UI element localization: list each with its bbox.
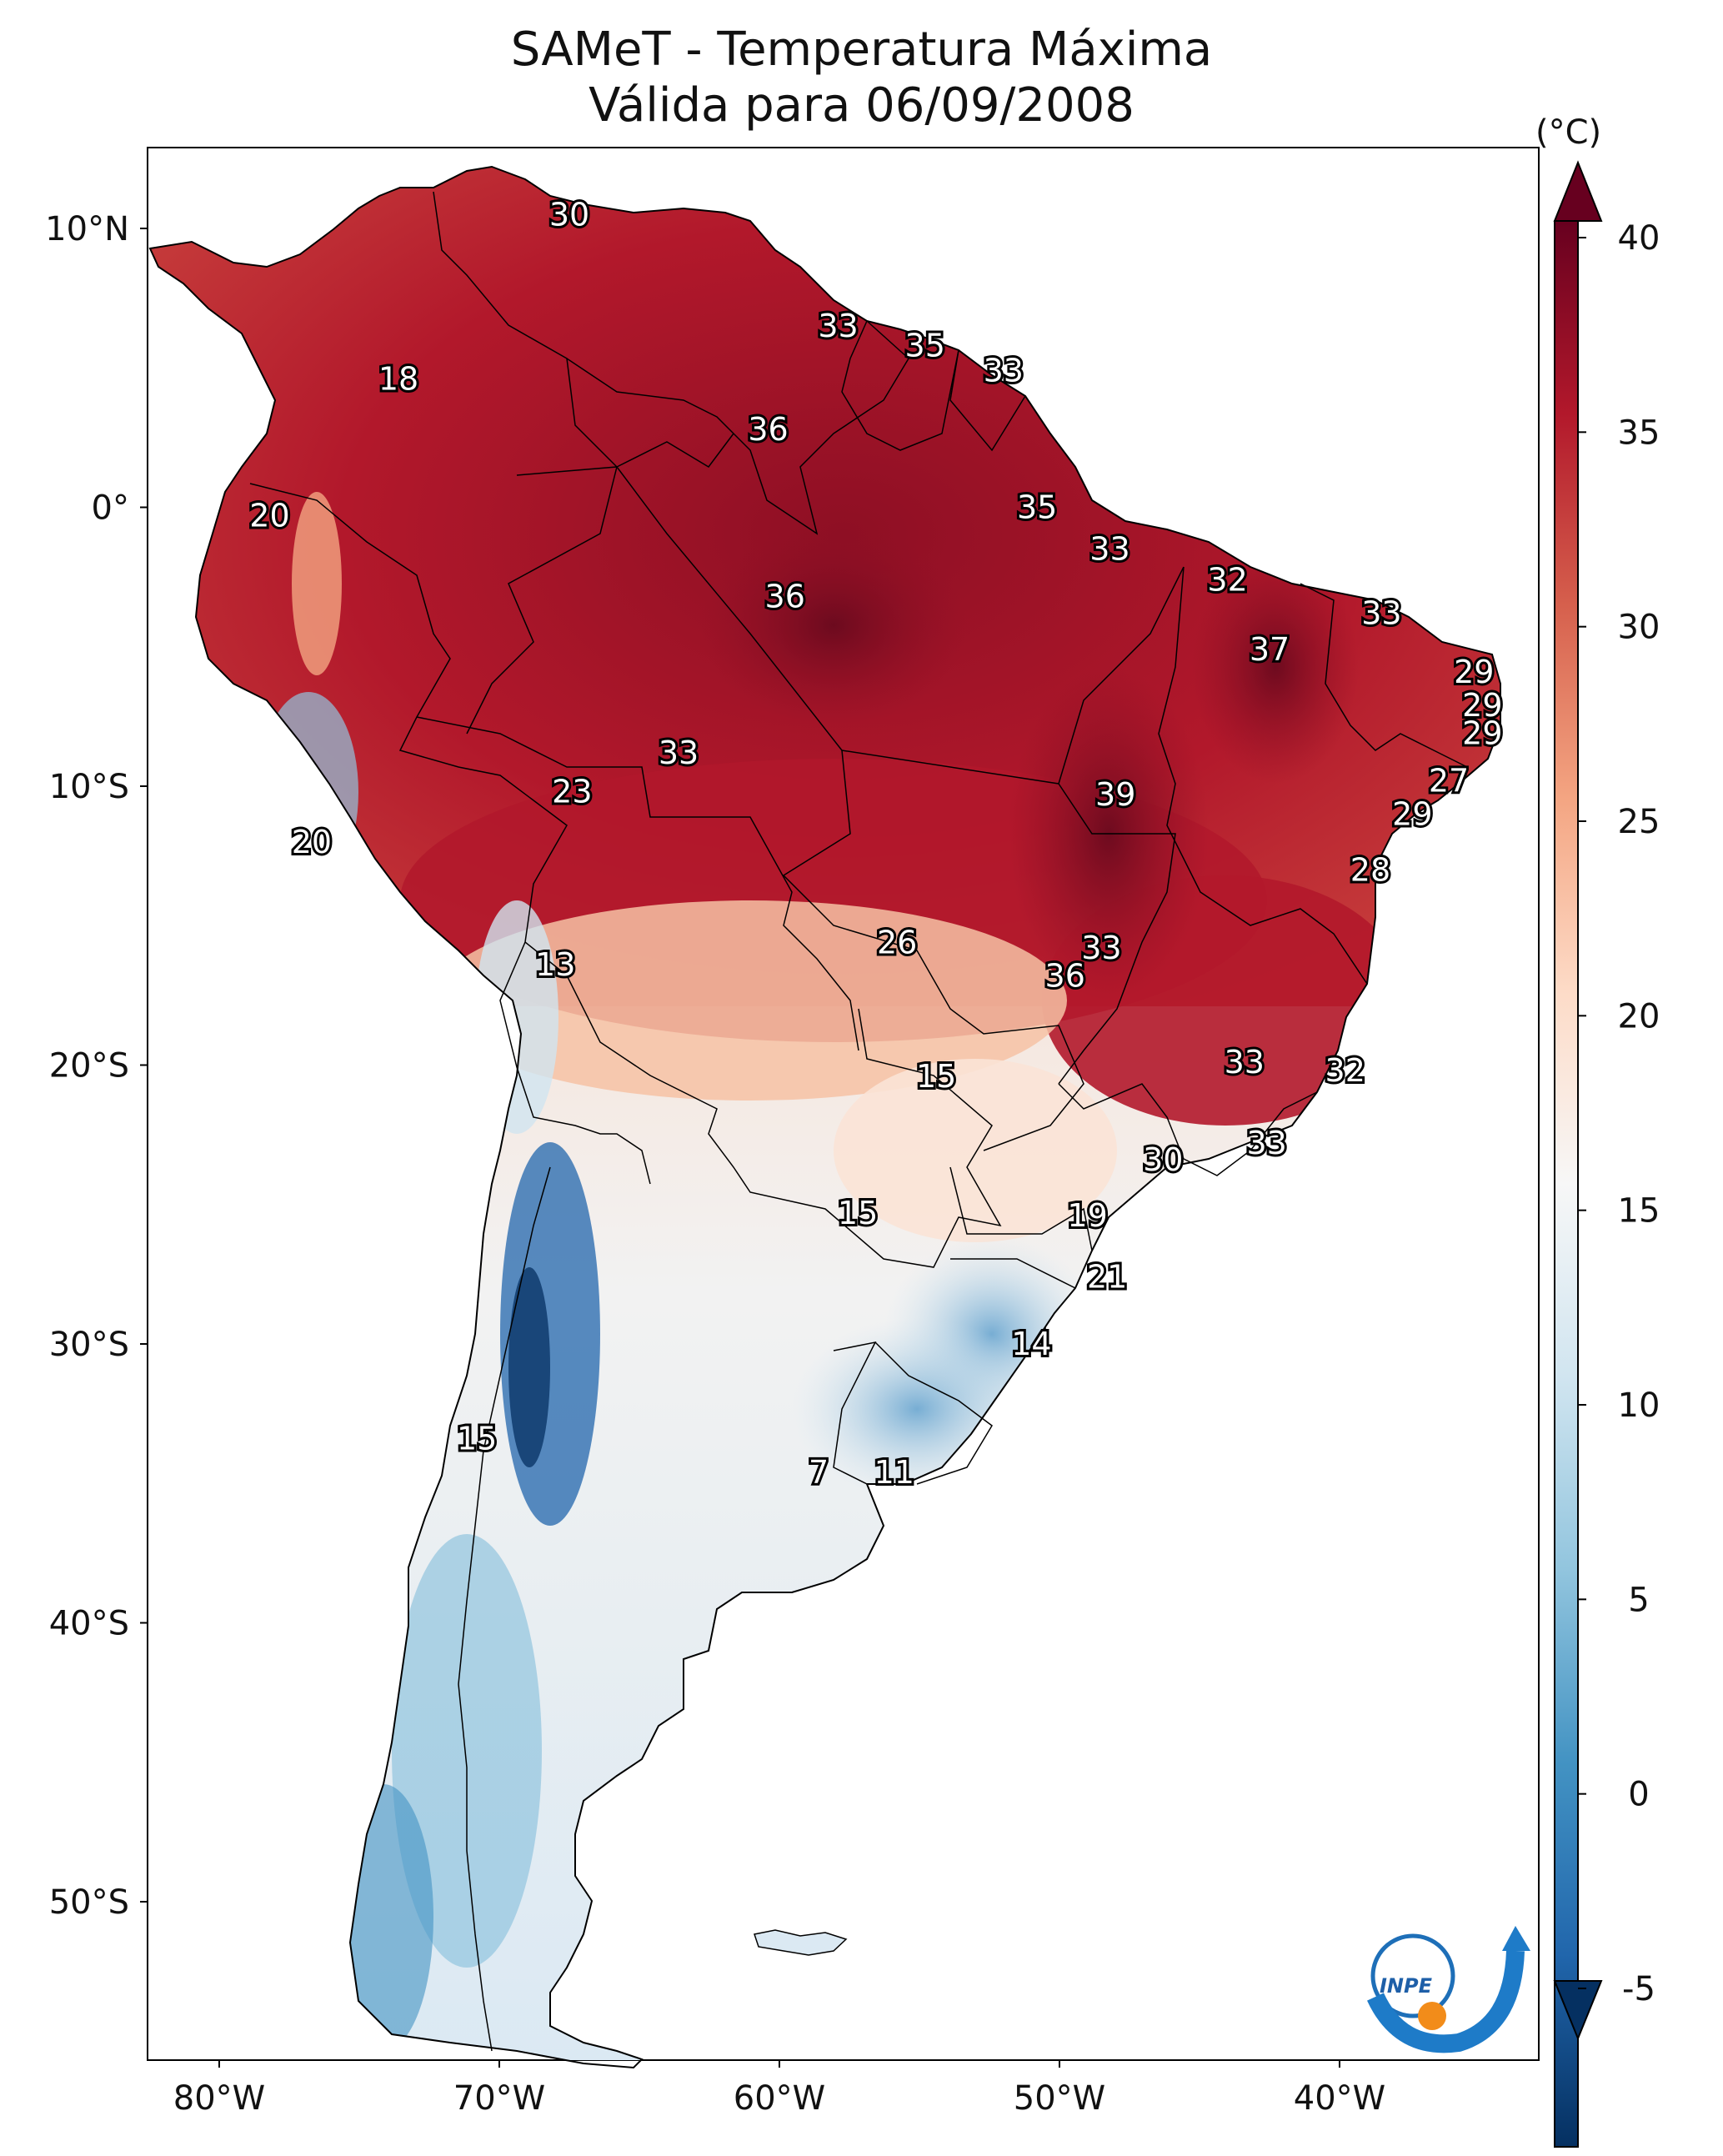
temperature-label: 36: [1045, 957, 1085, 994]
temperature-label: 35: [905, 327, 945, 364]
temperature-label: 15: [916, 1058, 956, 1095]
temperature-label: 29: [1392, 795, 1432, 832]
colorbar-ticks: 40 35 30 25 20 15 10 5 0 -5: [1578, 219, 1660, 2008]
temperature-label: 35: [1017, 489, 1057, 526]
colorbar-tick-label: 25: [1618, 803, 1660, 841]
map-title-line-2: Válida para 06/09/2008: [589, 78, 1134, 133]
longitude-axis: 80°W 70°W 60°W 50°W 40°W: [173, 2060, 1385, 2118]
temperature-label: 39: [1095, 776, 1135, 813]
latitude-axis: 10°N 0° 10°S 20°S 30°S 40°S 50°S: [45, 210, 148, 1922]
logo-text: INPE: [1380, 1974, 1433, 1998]
colorbar-tick-label: 10: [1618, 1386, 1660, 1425]
temperature-label: 33: [818, 308, 858, 344]
colorbar-body: [1554, 220, 1579, 2148]
lon-tick-label: 70°W: [453, 2079, 545, 2118]
lon-tick-label: 80°W: [173, 2079, 265, 2118]
country-borders: [249, 191, 1468, 2052]
temperature-label: 33: [1246, 1125, 1286, 1161]
lat-tick-label: 0°: [92, 489, 129, 528]
colorbar-tick-label: 30: [1618, 609, 1660, 647]
temperature-label: 30: [1143, 1141, 1183, 1178]
temperature-label: 20: [249, 498, 289, 534]
temperature-label: 33: [984, 353, 1024, 389]
lat-tick-label: 20°S: [49, 1047, 129, 1086]
logo-swoosh: [1367, 1950, 1525, 2053]
temperature-label: 11: [874, 1454, 914, 1491]
temperature-label: 23: [552, 774, 592, 810]
temperature-label: 29: [1454, 654, 1494, 690]
colorbar-tick-label: -5: [1622, 1970, 1655, 2008]
logo-sun-icon: [1418, 2002, 1446, 2030]
temperature-label: 32: [1207, 561, 1247, 598]
lat-tick-label: 30°S: [49, 1326, 129, 1364]
colorbar-upper-extend: [1553, 160, 1603, 222]
temperature-label: 36: [748, 411, 788, 448]
temperature-label: 33: [659, 735, 699, 771]
colorbar: (°C) 40 35 30 25 20 15 10 5 0 -5: [1535, 113, 1660, 2148]
temperature-label: 37: [1250, 631, 1290, 668]
temperature-label: 30: [549, 196, 589, 233]
temperature-label: 27: [1429, 762, 1469, 799]
temperature-label: 18: [378, 361, 418, 398]
colorbar-unit: (°C): [1535, 113, 1601, 152]
temperature-label: 21: [1087, 1259, 1127, 1296]
lat-tick-label: 40°S: [49, 1605, 129, 1643]
colorbar-tick-label: 5: [1628, 1581, 1649, 1619]
colorbar-tick-label: 40: [1618, 219, 1660, 258]
temperature-label: 29: [1462, 714, 1502, 751]
temperature-label: 32: [1325, 1052, 1365, 1089]
colorbar-tick-label: 0: [1628, 1776, 1649, 1814]
temperature-label: 36: [765, 579, 805, 615]
falkland-islands: [754, 1929, 848, 1956]
temperature-label: 13: [535, 946, 575, 983]
temperature-label: 15: [838, 1195, 878, 1231]
temperature-label: 33: [1081, 930, 1121, 966]
temperature-label: 20: [292, 824, 332, 860]
colorbar-tick-label: 20: [1618, 997, 1660, 1035]
lat-tick-label: 10°N: [45, 210, 129, 248]
temperature-label: 33: [1089, 531, 1129, 568]
lon-tick-label: 60°W: [734, 2079, 825, 2118]
logo-arrow-icon: [1502, 1926, 1530, 1951]
colorbar-tick-label: 15: [1618, 1192, 1660, 1231]
temperature-label: 26: [877, 924, 917, 960]
lat-tick-label: 50°S: [49, 1883, 129, 1922]
temperature-label: 19: [1067, 1197, 1107, 1234]
map-title-line-1: SAMeT - Temperatura Máxima: [510, 23, 1213, 77]
colorbar-tick-label: 35: [1618, 414, 1660, 452]
temperature-label: 28: [1350, 851, 1390, 888]
temperature-label: 14: [1011, 1326, 1051, 1362]
temperature-label: 29: [1462, 687, 1502, 724]
lon-tick-label: 40°W: [1294, 2079, 1385, 2118]
temperature-label: 7: [809, 1454, 829, 1491]
logo-ring: [1370, 1933, 1455, 2018]
lon-tick-label: 50°W: [1014, 2079, 1105, 2118]
temperature-label: 15: [457, 1421, 497, 1457]
colorbar-lower-extend: [1553, 1980, 1603, 2041]
inpe-logo: INPE: [1367, 1926, 1530, 2053]
lat-tick-label: 10°S: [49, 768, 129, 806]
temperature-label: 33: [1225, 1044, 1265, 1081]
temperature-label: 33: [1361, 595, 1401, 632]
